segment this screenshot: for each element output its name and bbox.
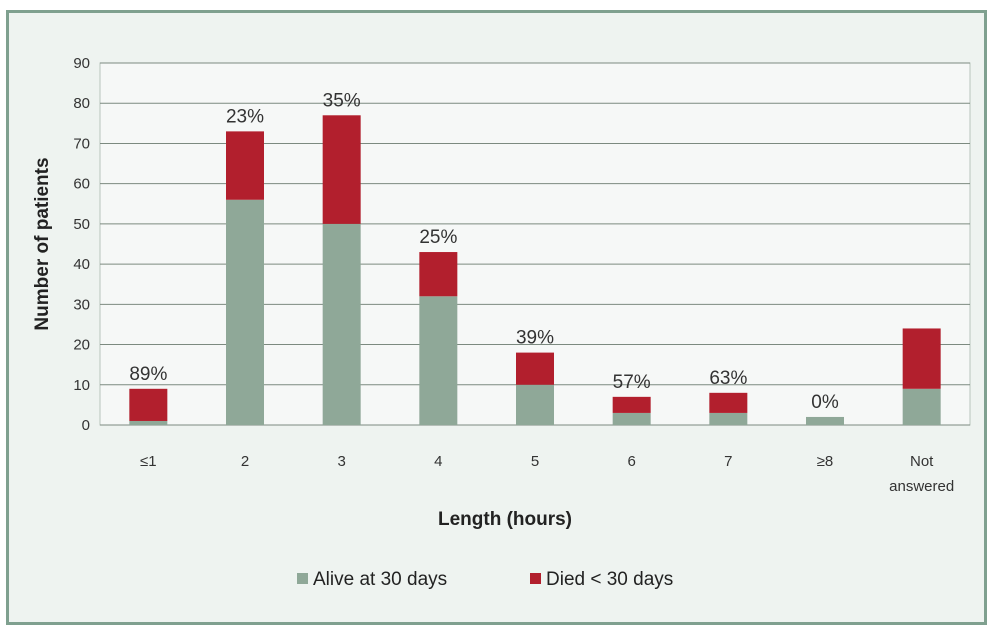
bar-died (709, 392, 748, 413)
bar-died (612, 396, 651, 413)
legend-swatch-died (530, 573, 541, 584)
data-label: 25% (419, 227, 457, 248)
y-tick-label: 0 (82, 417, 90, 434)
bar-died (516, 352, 554, 385)
bar-alive (322, 223, 361, 425)
bar-died (129, 388, 168, 421)
y-tick-label: 30 (73, 296, 90, 313)
y-tick-label: 80 (73, 95, 90, 112)
x-tick-label: 2 (241, 453, 249, 470)
y-axis-title: Number of patients (32, 157, 53, 330)
x-tick-label: 5 (531, 453, 539, 470)
data-label: 89% (129, 364, 167, 385)
x-tick-label: 3 (337, 453, 345, 470)
y-tick-label: 50 (73, 216, 90, 233)
bar-alive (612, 412, 651, 425)
bar-alive (129, 420, 168, 425)
bar-died (902, 328, 941, 389)
data-label: 35% (323, 90, 361, 111)
bars (129, 115, 941, 425)
data-label: 57% (613, 372, 651, 393)
y-tick-label: 60 (73, 176, 90, 193)
data-label: 63% (709, 368, 747, 389)
x-tick-label: 4 (434, 453, 442, 470)
x-axis-title: Length (hours) (438, 509, 572, 530)
x-tick-label: 6 (627, 453, 635, 470)
x-tick-label: Not (910, 453, 934, 470)
bar-died (419, 252, 458, 297)
bar-alive (902, 388, 941, 425)
legend: Alive at 30 days Died < 30 days (297, 569, 673, 590)
y-tick-label: 90 (73, 55, 90, 72)
x-tick-label: ≤1 (140, 453, 157, 470)
legend-swatch-alive (297, 573, 308, 584)
bar-alive (709, 412, 748, 425)
y-tick-label: 70 (73, 135, 90, 152)
x-tick-label: answered (889, 478, 954, 495)
data-label: 23% (226, 106, 264, 127)
bar-alive (516, 384, 554, 425)
bar-alive (419, 296, 458, 425)
x-tick-label: ≥8 (817, 453, 834, 470)
legend-label-died: Died < 30 days (546, 569, 673, 590)
data-label: 0% (811, 392, 839, 413)
data-label: 39% (516, 328, 554, 349)
bar-died (226, 131, 264, 200)
y-tick-label: 10 (73, 377, 90, 394)
x-tick-label: 7 (724, 453, 732, 470)
bar-alive (806, 416, 844, 425)
bar-alive (226, 199, 264, 425)
data-labels: 89% 23% 35% 25% 39% 57% 63% 0% (129, 90, 839, 413)
x-tick-labels: ≤1 2 3 4 5 6 7 ≥8 Not answered (140, 453, 954, 495)
y-tick-label: 40 (73, 256, 90, 273)
bar-died (322, 115, 361, 224)
y-tick-label: 20 (73, 337, 90, 354)
y-tick-labels: 0 10 20 30 40 50 60 70 80 90 (73, 55, 90, 434)
legend-label-alive: Alive at 30 days (313, 569, 447, 590)
